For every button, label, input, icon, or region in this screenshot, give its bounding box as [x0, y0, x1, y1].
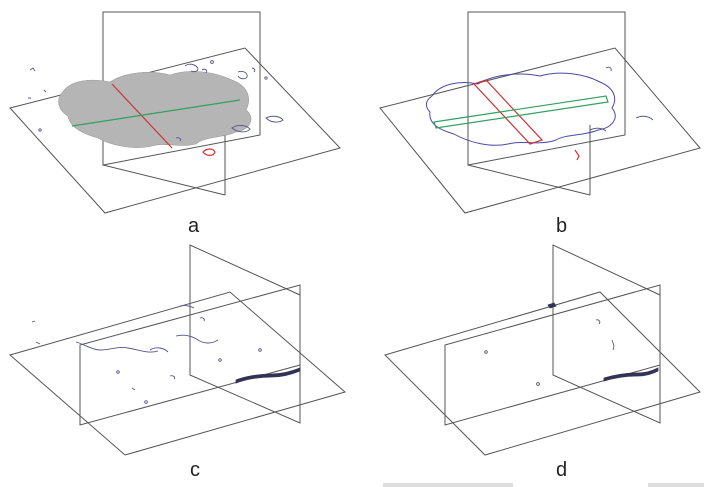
panel-d-speck — [484, 350, 488, 354]
panel-a-red-slice — [111, 83, 173, 149]
panel-d-contour-fragment — [595, 319, 615, 351]
panel-b-vertical-plane-lower-edge — [467, 164, 591, 196]
panel-b-contour-fragment — [589, 115, 654, 132]
panel-c-contour-fragment — [31, 320, 176, 391]
panel-c-contour-fragment — [75, 341, 159, 353]
panel-a-contour-fragment — [231, 125, 251, 133]
panel-d-speck — [536, 382, 540, 386]
panel-a-contour-fragment — [265, 115, 284, 123]
panel-c-horizontal-plane — [8, 291, 347, 456]
panel-a-horizontal-plane — [9, 47, 341, 214]
panel-d-dark-fragment — [603, 367, 659, 382]
panel-a-green-slice — [71, 99, 241, 127]
panel-c-vertical-plane-right — [189, 244, 301, 424]
panel-b: b — [379, 11, 701, 237]
panel-a-segmented-region — [58, 71, 252, 148]
panel-b-red-slice — [472, 79, 544, 145]
panel-c-speck — [116, 370, 120, 374]
panel-b-region-contour — [425, 72, 616, 146]
panel-a-speck — [38, 128, 42, 132]
panel-a-speck — [210, 60, 214, 64]
panel-c-dark-fragment — [235, 367, 301, 384]
panel-a: a — [9, 11, 341, 237]
panel-a-red-fragment — [202, 148, 216, 156]
panel-c-contour-fragment — [149, 334, 219, 353]
panel-b-green-slice — [433, 95, 609, 129]
panel-c-speck — [144, 400, 148, 404]
panel-b-vertical-plane — [467, 11, 626, 166]
panel-c-speck — [258, 348, 262, 352]
panel-a-speck — [264, 76, 268, 80]
panel-a-vertical-plane-lower-edge — [102, 164, 226, 196]
panel-d-vertical-plane-right — [552, 244, 661, 424]
panel-a-contour-fragment — [184, 63, 208, 74]
panel-d-dark-fragment — [547, 302, 557, 309]
panel-c: c — [8, 244, 347, 481]
bottom-bar-right — [648, 483, 704, 487]
panel-d: d — [384, 244, 701, 481]
panel-a-contour-fragment — [237, 67, 256, 80]
panel-d-horizontal-plane — [384, 291, 701, 456]
panel-b-contour-fragment — [605, 66, 612, 72]
bottom-bar-left — [383, 483, 513, 487]
panel-b-label: b — [556, 215, 567, 237]
panel-c-label: c — [190, 459, 200, 481]
panel-a-label: a — [188, 215, 200, 237]
panel-b-horizontal-plane — [379, 47, 701, 214]
panel-d-label: d — [556, 459, 567, 481]
panel-c-contour-fragment — [179, 305, 205, 322]
panel-a-contour-fragment — [28, 67, 182, 142]
panel-b-red-fragment — [574, 149, 580, 161]
panel-c-speck — [218, 358, 222, 362]
